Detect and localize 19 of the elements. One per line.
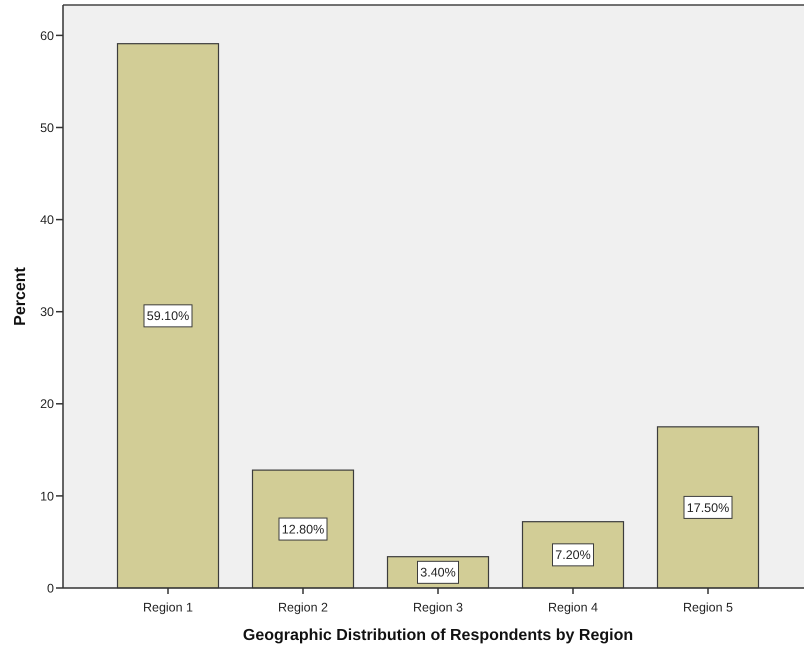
x-axis-title: Geographic Distribution of Respondents by Region [242, 627, 634, 644]
data-label: 59.10% [146, 309, 190, 324]
y-tick-label: 50 [40, 120, 54, 135]
x-tick-label: Region 4 [548, 600, 598, 614]
y-tick-label: 20 [40, 397, 54, 412]
data-label: 3.40% [420, 566, 456, 580]
y-tick-label: 10 [40, 489, 54, 504]
y-tick-label: 30 [40, 305, 54, 320]
y-tick-label: 40 [40, 212, 54, 227]
x-tick-label: Region 1 [142, 600, 194, 614]
y-tick-label: 60 [40, 28, 54, 43]
x-tick-label: Region 5 [682, 600, 734, 614]
x-tick-label: Region 3 [412, 600, 464, 614]
y-tick-label: 0 [47, 581, 54, 596]
y-axis-title: Percent [12, 266, 29, 326]
data-label: 12.80% [282, 522, 324, 536]
data-label: 7.20% [555, 548, 591, 562]
x-tick-label: Region 2 [278, 600, 328, 614]
data-label: 17.50% [686, 500, 730, 515]
